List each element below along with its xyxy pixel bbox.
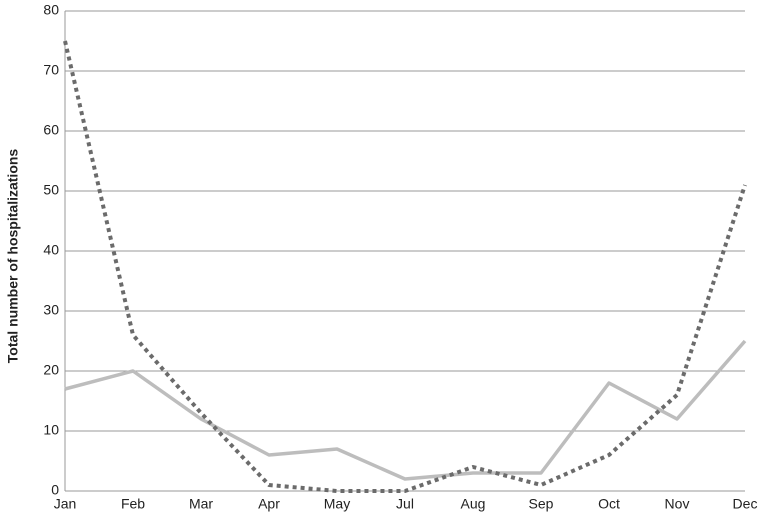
y-tick-label: 50: [43, 182, 59, 198]
y-tick-label: 10: [43, 422, 59, 438]
x-tick-label: Feb: [121, 496, 145, 512]
x-tick-label: Sep: [529, 496, 554, 512]
y-tick-label: 70: [43, 62, 59, 78]
x-tick-label: Jan: [54, 496, 77, 512]
y-tick-label: 20: [43, 362, 59, 378]
y-tick-label: 30: [43, 302, 59, 318]
y-axis-title: Total number of hospitalizations: [5, 149, 21, 364]
x-tick-label: Mar: [189, 496, 213, 512]
x-tick-label: Dec: [733, 496, 758, 512]
data-line: [63, 40, 747, 493]
y-tick-label: 80: [43, 2, 59, 18]
x-tick-label: Nov: [665, 496, 690, 512]
data-line: [64, 339, 747, 481]
x-tick-label: Apr: [258, 496, 280, 512]
y-tick-label: 0: [51, 482, 59, 498]
x-tick-label: Oct: [598, 496, 620, 512]
y-tick-label: 40: [43, 242, 59, 258]
x-tick-label: May: [324, 496, 350, 512]
y-tick-label: 60: [43, 122, 59, 138]
x-tick-label: Jul: [396, 496, 414, 512]
x-tick-label: Aug: [461, 496, 486, 512]
